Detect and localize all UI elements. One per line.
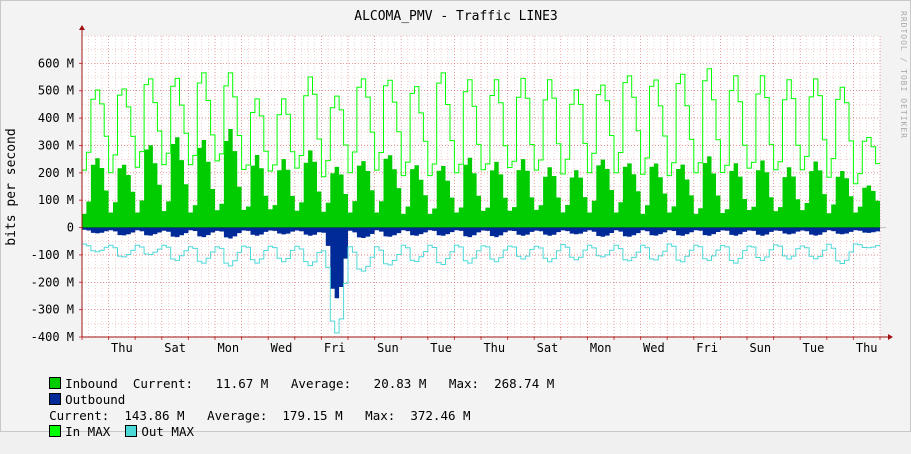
- inbound-stats: Current: 11.67 M Average: 20.83 M Max: 2…: [117, 376, 555, 391]
- outbound-label: Outbound: [65, 392, 126, 407]
- inbound-label: Inbound: [65, 376, 118, 391]
- axes: [79, 25, 893, 340]
- y-tick-label: 500 M: [38, 84, 74, 98]
- x-tick-label: Mon: [217, 341, 239, 355]
- x-tick-label: Fri: [696, 341, 718, 355]
- y-tick-label: 0: [67, 221, 74, 235]
- x-tick-label: Thu: [111, 341, 133, 355]
- inbound-swatch: [49, 377, 62, 389]
- x-tick-label: Tue: [803, 341, 825, 355]
- y-axis-label: bits per second: [4, 128, 19, 245]
- outbound-swatch: [49, 393, 62, 405]
- series-layer: [82, 68, 880, 334]
- x-tick-label: Sat: [164, 341, 186, 355]
- x-tick-label: Fri: [324, 341, 346, 355]
- rrdtool-watermark: RRDTOOL / TOBI OETIKER: [899, 11, 908, 139]
- y-tick-label: 300 M: [38, 138, 74, 152]
- outbound-stats: Current: 143.86 M Average: 179.15 M Max:…: [49, 408, 471, 423]
- series-out-max-line: [82, 243, 880, 334]
- tick-labels: -400 M -300 M -200 M -100 M 0 100 M 200 M 300 M…: [31, 56, 878, 355]
- graph-frame: ALCOMA_PMV - Traffic LINE3 bits per seco…: [0, 0, 911, 439]
- traffic-graph: ALCOMA_PMV - Traffic LINE3 bits per seco…: [4, 9, 893, 355]
- x-tick-label: Mon: [590, 341, 612, 355]
- x-tick-label: Wed: [643, 341, 665, 355]
- y-tick-label: -100 M: [31, 248, 74, 262]
- inmax-swatch: [49, 425, 62, 437]
- x-tick-label: Tue: [430, 341, 452, 355]
- y-tick-label: 400 M: [38, 111, 74, 125]
- y-axis-arrow: [79, 25, 85, 30]
- x-tick-label: Thu: [483, 341, 505, 355]
- x-tick-label: Sat: [537, 341, 559, 355]
- x-tick-label: Sun: [749, 341, 771, 355]
- x-axis-arrow: [888, 334, 893, 340]
- x-tick-label: Sun: [377, 341, 399, 355]
- series-inbound-area: [82, 129, 880, 228]
- y-tick-label: 600 M: [38, 56, 74, 70]
- y-tick-label: -300 M: [31, 303, 74, 317]
- y-tick-label: -400 M: [31, 330, 74, 344]
- y-tick-label: -200 M: [31, 275, 74, 289]
- legend-outbound: Outbound: [19, 377, 125, 407]
- series-in-max-line: [82, 68, 880, 185]
- chart-title: ALCOMA_PMV - Traffic LINE3: [354, 9, 558, 24]
- y-tick-label: 100 M: [38, 193, 74, 207]
- x-tick-label: Wed: [271, 341, 293, 355]
- y-tick-label: 200 M: [38, 166, 74, 180]
- x-tick-label: Thu: [856, 341, 878, 355]
- legend-inbound: Inbound Current: 11.67 M Average: 20.83 …: [19, 361, 554, 391]
- legend-outbound-stats-row: Current: 143.86 M Average: 179.15 M Max:…: [19, 393, 470, 423]
- outmax-swatch: [125, 425, 138, 437]
- legend-max: In MAX Out MAX: [19, 409, 194, 439]
